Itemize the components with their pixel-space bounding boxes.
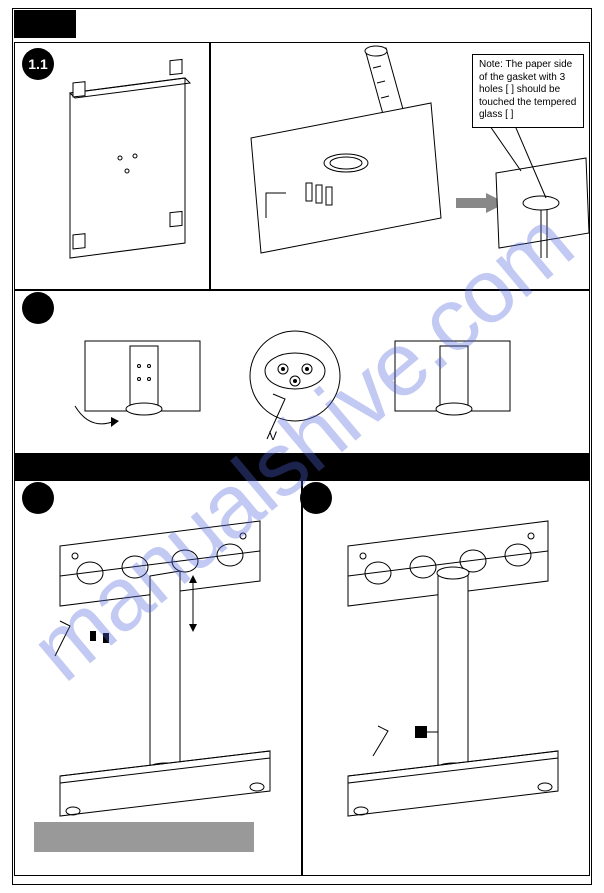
- step-badge-1-2: [22, 292, 54, 324]
- note-text: Note: The paper side of the gasket with …: [479, 59, 576, 120]
- header-black-bar: [14, 10, 76, 38]
- step-badge-2-1: [22, 482, 54, 514]
- caption-bar: [34, 822, 254, 852]
- diagram-bracket-lock: [303, 481, 591, 877]
- section-2-bar: [14, 454, 590, 480]
- panel-step-1-1: [14, 42, 210, 290]
- diagram-flip-base: [15, 291, 591, 455]
- diagram-glass-base: [15, 43, 211, 291]
- step-badge-1-1: 1.1: [22, 48, 54, 80]
- step-badge-2-2: [300, 482, 332, 514]
- panel-step-1-2: V: [14, 290, 590, 454]
- step-label: 1.1: [28, 56, 47, 72]
- diagram-bracket-mount: [15, 481, 303, 877]
- note-gasket: Note: The paper side of the gasket with …: [472, 54, 584, 128]
- v-label: V: [269, 429, 277, 443]
- panel-step-2-2: [302, 480, 590, 876]
- panel-step-2-1: [14, 480, 302, 876]
